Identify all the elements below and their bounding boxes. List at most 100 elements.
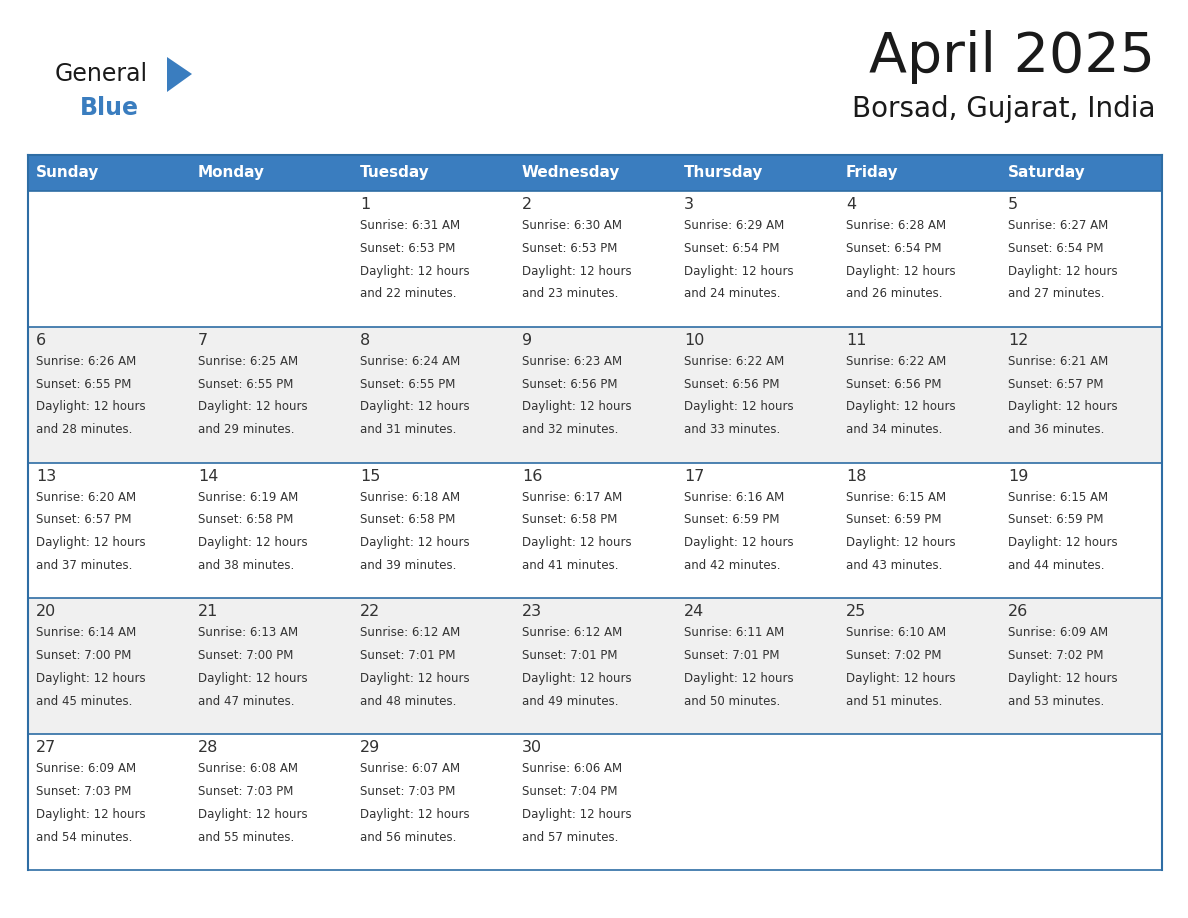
Text: Sunrise: 6:22 AM: Sunrise: 6:22 AM [684, 354, 784, 368]
Text: and 45 minutes.: and 45 minutes. [36, 695, 132, 708]
Text: and 41 minutes.: and 41 minutes. [522, 559, 619, 572]
Text: Daylight: 12 hours: Daylight: 12 hours [36, 808, 146, 821]
Text: Sunrise: 6:17 AM: Sunrise: 6:17 AM [522, 490, 623, 504]
Text: 24: 24 [684, 604, 704, 620]
Text: Sunrise: 6:19 AM: Sunrise: 6:19 AM [198, 490, 298, 504]
Text: and 32 minutes.: and 32 minutes. [522, 423, 619, 436]
Text: Sunrise: 6:18 AM: Sunrise: 6:18 AM [360, 490, 460, 504]
Text: 5: 5 [1007, 197, 1018, 212]
Text: Daylight: 12 hours: Daylight: 12 hours [36, 400, 146, 413]
Text: and 56 minutes.: and 56 minutes. [360, 831, 456, 844]
Text: Daylight: 12 hours: Daylight: 12 hours [36, 536, 146, 549]
Text: 8: 8 [360, 333, 371, 348]
Text: Sunrise: 6:22 AM: Sunrise: 6:22 AM [846, 354, 947, 368]
Text: and 28 minutes.: and 28 minutes. [36, 423, 132, 436]
Text: Sunset: 6:54 PM: Sunset: 6:54 PM [846, 241, 942, 255]
Text: 29: 29 [360, 740, 380, 756]
Text: 13: 13 [36, 468, 56, 484]
Text: 2: 2 [522, 197, 532, 212]
Text: Daylight: 12 hours: Daylight: 12 hours [360, 400, 469, 413]
Text: Sunrise: 6:10 AM: Sunrise: 6:10 AM [846, 626, 946, 640]
Text: Thursday: Thursday [684, 165, 764, 181]
Text: Sunrise: 6:23 AM: Sunrise: 6:23 AM [522, 354, 623, 368]
Text: 15: 15 [360, 468, 380, 484]
Text: 19: 19 [1007, 468, 1029, 484]
Text: 22: 22 [360, 604, 380, 620]
Text: Daylight: 12 hours: Daylight: 12 hours [198, 400, 308, 413]
Text: Sunrise: 6:15 AM: Sunrise: 6:15 AM [1007, 490, 1108, 504]
Text: Daylight: 12 hours: Daylight: 12 hours [522, 400, 632, 413]
Text: Daylight: 12 hours: Daylight: 12 hours [36, 672, 146, 685]
Text: and 29 minutes.: and 29 minutes. [198, 423, 295, 436]
Text: Daylight: 12 hours: Daylight: 12 hours [684, 672, 794, 685]
Text: Sunset: 7:03 PM: Sunset: 7:03 PM [36, 785, 132, 798]
Text: 6: 6 [36, 333, 46, 348]
Text: Daylight: 12 hours: Daylight: 12 hours [846, 672, 955, 685]
Text: Sunset: 6:59 PM: Sunset: 6:59 PM [684, 513, 779, 526]
Text: Daylight: 12 hours: Daylight: 12 hours [198, 672, 308, 685]
Text: Daylight: 12 hours: Daylight: 12 hours [360, 536, 469, 549]
Text: Sunset: 6:55 PM: Sunset: 6:55 PM [198, 377, 293, 391]
Text: Sunset: 6:58 PM: Sunset: 6:58 PM [360, 513, 455, 526]
Text: and 50 minutes.: and 50 minutes. [684, 695, 781, 708]
Text: Sunrise: 6:09 AM: Sunrise: 6:09 AM [36, 762, 137, 775]
Text: 25: 25 [846, 604, 866, 620]
Text: Sunset: 7:01 PM: Sunset: 7:01 PM [684, 649, 779, 662]
Text: and 23 minutes.: and 23 minutes. [522, 287, 619, 300]
Text: Sunrise: 6:12 AM: Sunrise: 6:12 AM [360, 626, 460, 640]
Text: Sunset: 6:56 PM: Sunset: 6:56 PM [846, 377, 942, 391]
Text: 23: 23 [522, 604, 542, 620]
Text: Sunrise: 6:21 AM: Sunrise: 6:21 AM [1007, 354, 1108, 368]
Text: Sunrise: 6:29 AM: Sunrise: 6:29 AM [684, 219, 784, 232]
Text: Sunrise: 6:16 AM: Sunrise: 6:16 AM [684, 490, 784, 504]
Text: Sunset: 6:59 PM: Sunset: 6:59 PM [846, 513, 942, 526]
Text: Sunset: 6:53 PM: Sunset: 6:53 PM [522, 241, 618, 255]
Text: Daylight: 12 hours: Daylight: 12 hours [360, 808, 469, 821]
Text: 26: 26 [1007, 604, 1029, 620]
Text: Sunset: 6:58 PM: Sunset: 6:58 PM [198, 513, 293, 526]
Text: and 51 minutes.: and 51 minutes. [846, 695, 942, 708]
Text: and 36 minutes.: and 36 minutes. [1007, 423, 1105, 436]
Text: and 53 minutes.: and 53 minutes. [1007, 695, 1105, 708]
Text: Sunrise: 6:08 AM: Sunrise: 6:08 AM [198, 762, 298, 775]
Text: Sunrise: 6:26 AM: Sunrise: 6:26 AM [36, 354, 137, 368]
Text: Sunset: 6:56 PM: Sunset: 6:56 PM [684, 377, 779, 391]
Text: Sunset: 7:02 PM: Sunset: 7:02 PM [846, 649, 942, 662]
Text: Sunday: Sunday [36, 165, 100, 181]
Text: Daylight: 12 hours: Daylight: 12 hours [360, 672, 469, 685]
Text: 1: 1 [360, 197, 371, 212]
Text: Daylight: 12 hours: Daylight: 12 hours [684, 264, 794, 277]
Text: Monday: Monday [198, 165, 265, 181]
Text: Sunrise: 6:20 AM: Sunrise: 6:20 AM [36, 490, 137, 504]
Text: Sunset: 6:54 PM: Sunset: 6:54 PM [684, 241, 779, 255]
Text: Borsad, Gujarat, India: Borsad, Gujarat, India [852, 95, 1155, 123]
Text: Daylight: 12 hours: Daylight: 12 hours [198, 536, 308, 549]
Text: Sunset: 6:59 PM: Sunset: 6:59 PM [1007, 513, 1104, 526]
Text: and 24 minutes.: and 24 minutes. [684, 287, 781, 300]
Text: Tuesday: Tuesday [360, 165, 430, 181]
Text: and 26 minutes.: and 26 minutes. [846, 287, 942, 300]
Text: and 42 minutes.: and 42 minutes. [684, 559, 781, 572]
Text: 3: 3 [684, 197, 694, 212]
Text: 10: 10 [684, 333, 704, 348]
Text: and 57 minutes.: and 57 minutes. [522, 831, 619, 844]
Text: General: General [55, 62, 148, 86]
Text: Daylight: 12 hours: Daylight: 12 hours [1007, 264, 1118, 277]
Text: 18: 18 [846, 468, 866, 484]
Text: Sunrise: 6:09 AM: Sunrise: 6:09 AM [1007, 626, 1108, 640]
Text: and 43 minutes.: and 43 minutes. [846, 559, 942, 572]
Text: Friday: Friday [846, 165, 898, 181]
Text: Sunset: 7:01 PM: Sunset: 7:01 PM [360, 649, 455, 662]
Text: Daylight: 12 hours: Daylight: 12 hours [846, 400, 955, 413]
Text: Daylight: 12 hours: Daylight: 12 hours [846, 536, 955, 549]
Text: Sunset: 7:00 PM: Sunset: 7:00 PM [36, 649, 132, 662]
Text: Wednesday: Wednesday [522, 165, 620, 181]
Text: Daylight: 12 hours: Daylight: 12 hours [198, 808, 308, 821]
Text: Daylight: 12 hours: Daylight: 12 hours [522, 672, 632, 685]
Text: 21: 21 [198, 604, 219, 620]
Text: and 44 minutes.: and 44 minutes. [1007, 559, 1105, 572]
Text: and 33 minutes.: and 33 minutes. [684, 423, 781, 436]
Text: and 39 minutes.: and 39 minutes. [360, 559, 456, 572]
Text: Sunrise: 6:30 AM: Sunrise: 6:30 AM [522, 219, 623, 232]
Text: and 34 minutes.: and 34 minutes. [846, 423, 942, 436]
